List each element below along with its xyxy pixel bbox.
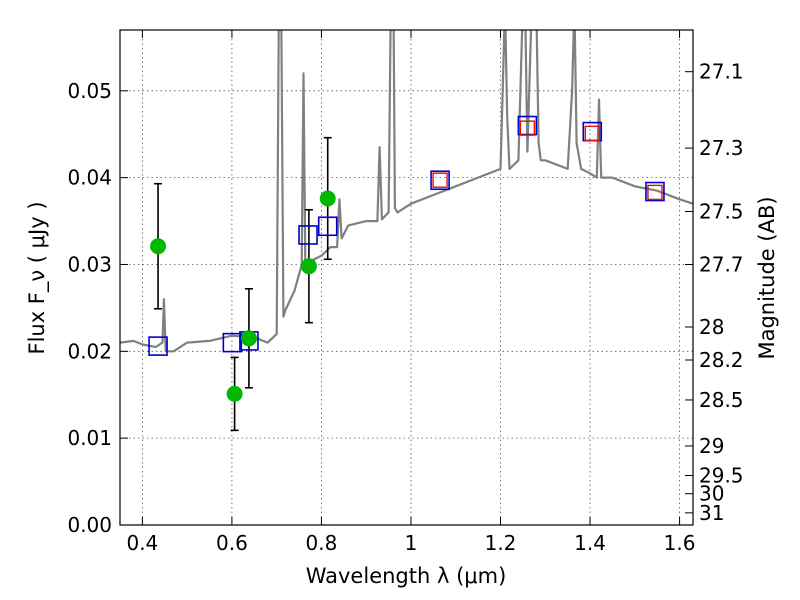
blue-square-marker [317, 216, 338, 237]
x-tick-label: 0.6 [216, 531, 248, 555]
blue-square-marker [430, 170, 450, 191]
right-tick-label: 28.5 [699, 388, 744, 412]
x-tick-label: 1.6 [664, 531, 696, 555]
green-data-point [226, 385, 243, 402]
blue-square-marker [645, 181, 665, 202]
markers [148, 115, 665, 402]
right-tick-label: 27.1 [699, 60, 744, 84]
x-tick-label: 1 [405, 531, 418, 555]
right-axis-label: Magnitude (AB) [755, 196, 779, 359]
plot-frame [119, 29, 694, 526]
right-tick-label: 27.5 [699, 200, 744, 224]
right-tick-label: 31 [699, 501, 724, 525]
green-data-point [150, 238, 167, 255]
right-tick-label: 29.5 [699, 464, 744, 488]
y-tick-label: 0.01 [67, 426, 112, 450]
green-data-point [240, 330, 257, 347]
green-data-point [300, 258, 317, 275]
red-square-marker [647, 184, 663, 201]
y-tick-label: 0.03 [67, 252, 112, 276]
y-axis-label-text: Flux F_ν ( μJy ) [25, 201, 50, 354]
model-spectrum-line [120, 30, 693, 353]
right-tick-label: 28.2 [699, 348, 744, 372]
y-tick-label: 0.04 [67, 166, 112, 190]
y-tick-label: 0.02 [67, 339, 112, 363]
blue-square-marker [222, 332, 243, 353]
right-tick-label: 30 [699, 482, 724, 506]
x-tick-label: 0.4 [126, 531, 158, 555]
x-tick-label: 1.2 [485, 531, 517, 555]
ticks: 0.4 0.6 0.8 1 1.2 1.4 1.6 0.00 0.01 0.02 0.03 0.04 0… [67, 30, 744, 555]
red-square-marker [432, 172, 448, 188]
y-tick-label: 0.00 [67, 513, 112, 537]
y-tick-label: 0.05 [67, 79, 112, 103]
right-tick-label: 28 [699, 315, 724, 339]
red-square-marker [519, 120, 536, 136]
right-tick-label: 27.3 [699, 136, 744, 160]
right-tick-label: 27.7 [699, 252, 744, 276]
blue-square-marker [298, 225, 318, 245]
x-tick-label: 1.4 [574, 531, 606, 555]
y-axis-label: Flux F_ν ( μJy ) [25, 201, 50, 354]
right-tick-label: 29 [699, 434, 724, 458]
x-axis-label: Wavelength λ (μm) [306, 564, 507, 588]
red-square-marker [584, 125, 600, 142]
grid [120, 30, 693, 526]
x-tick-label: 0.8 [306, 531, 338, 555]
green-data-point [319, 190, 336, 207]
blue-square-marker [148, 336, 168, 356]
